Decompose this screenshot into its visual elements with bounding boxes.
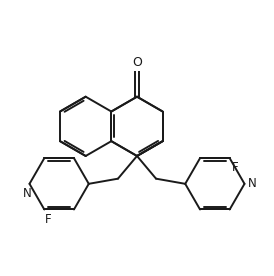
Text: O: O bbox=[132, 56, 142, 69]
Text: F: F bbox=[232, 161, 238, 174]
Text: N: N bbox=[247, 177, 256, 190]
Text: F: F bbox=[45, 213, 52, 226]
Text: N: N bbox=[23, 187, 32, 200]
